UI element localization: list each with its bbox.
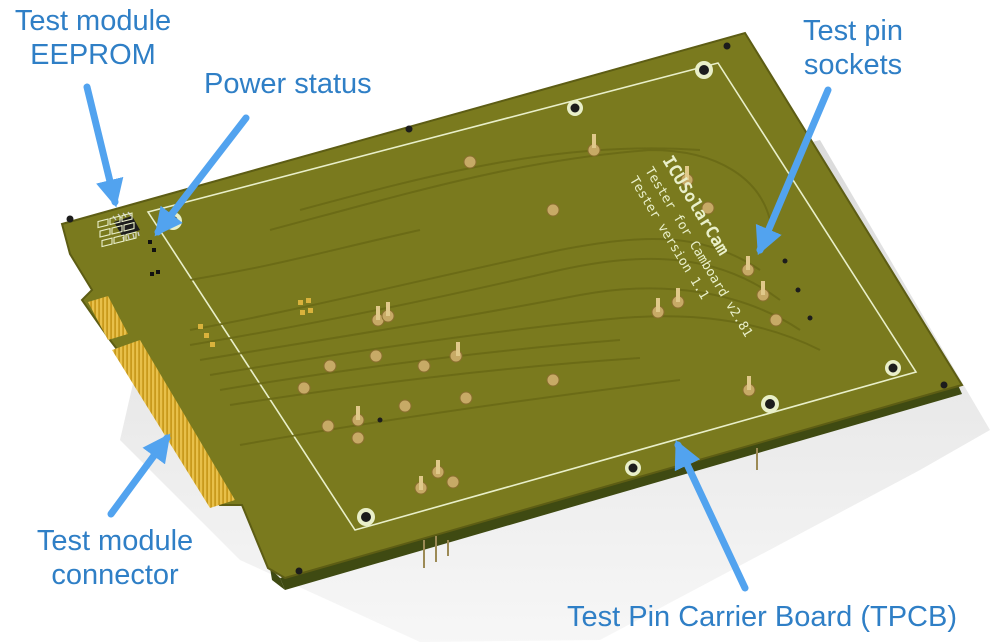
pcb-board-edge bbox=[270, 385, 962, 590]
arrow-connector bbox=[107, 433, 171, 518]
header-pads bbox=[198, 298, 313, 347]
callout-arrows bbox=[83, 83, 832, 592]
label-test-module-connector: Test module connector bbox=[22, 524, 208, 592]
small-vias bbox=[66, 42, 948, 575]
test-pin-sockets bbox=[297, 134, 783, 495]
label-eeprom-line2: EEPROM bbox=[30, 39, 156, 71]
config-jumper-pads bbox=[97, 212, 137, 248]
label-pin-sockets-line2: sockets bbox=[803, 49, 903, 81]
pcb-traces bbox=[189, 147, 821, 446]
arrow-pin-sockets bbox=[755, 86, 832, 256]
label-tpcb: Test Pin Carrier Board (TPCB) bbox=[567, 601, 957, 633]
label-pin-sockets-line1: Test pin bbox=[803, 15, 903, 47]
upper-edge-fingers bbox=[88, 296, 128, 340]
pcb-board: ICUSolarCam Tester for Camboard v2.81 Te… bbox=[60, 31, 964, 580]
arrow-eeprom bbox=[83, 83, 124, 208]
arrow-tpcb bbox=[674, 439, 749, 592]
board-outline-silkscreen bbox=[146, 62, 918, 531]
label-test-pin-sockets: Test pin sockets bbox=[780, 14, 926, 82]
arrow-power-status bbox=[154, 114, 250, 237]
label-connector-line1: Test module bbox=[36, 525, 194, 557]
label-connector-line2: connector bbox=[51, 559, 179, 591]
under-board-pins bbox=[423, 448, 758, 568]
label-eeprom-line1: Test module bbox=[14, 5, 172, 37]
label-test-module-eeprom: Test module EEPROM bbox=[0, 4, 186, 72]
test-module-connector-fingers bbox=[112, 340, 235, 508]
power-status-leds bbox=[148, 240, 160, 276]
label-power-status: Power status bbox=[204, 68, 372, 100]
